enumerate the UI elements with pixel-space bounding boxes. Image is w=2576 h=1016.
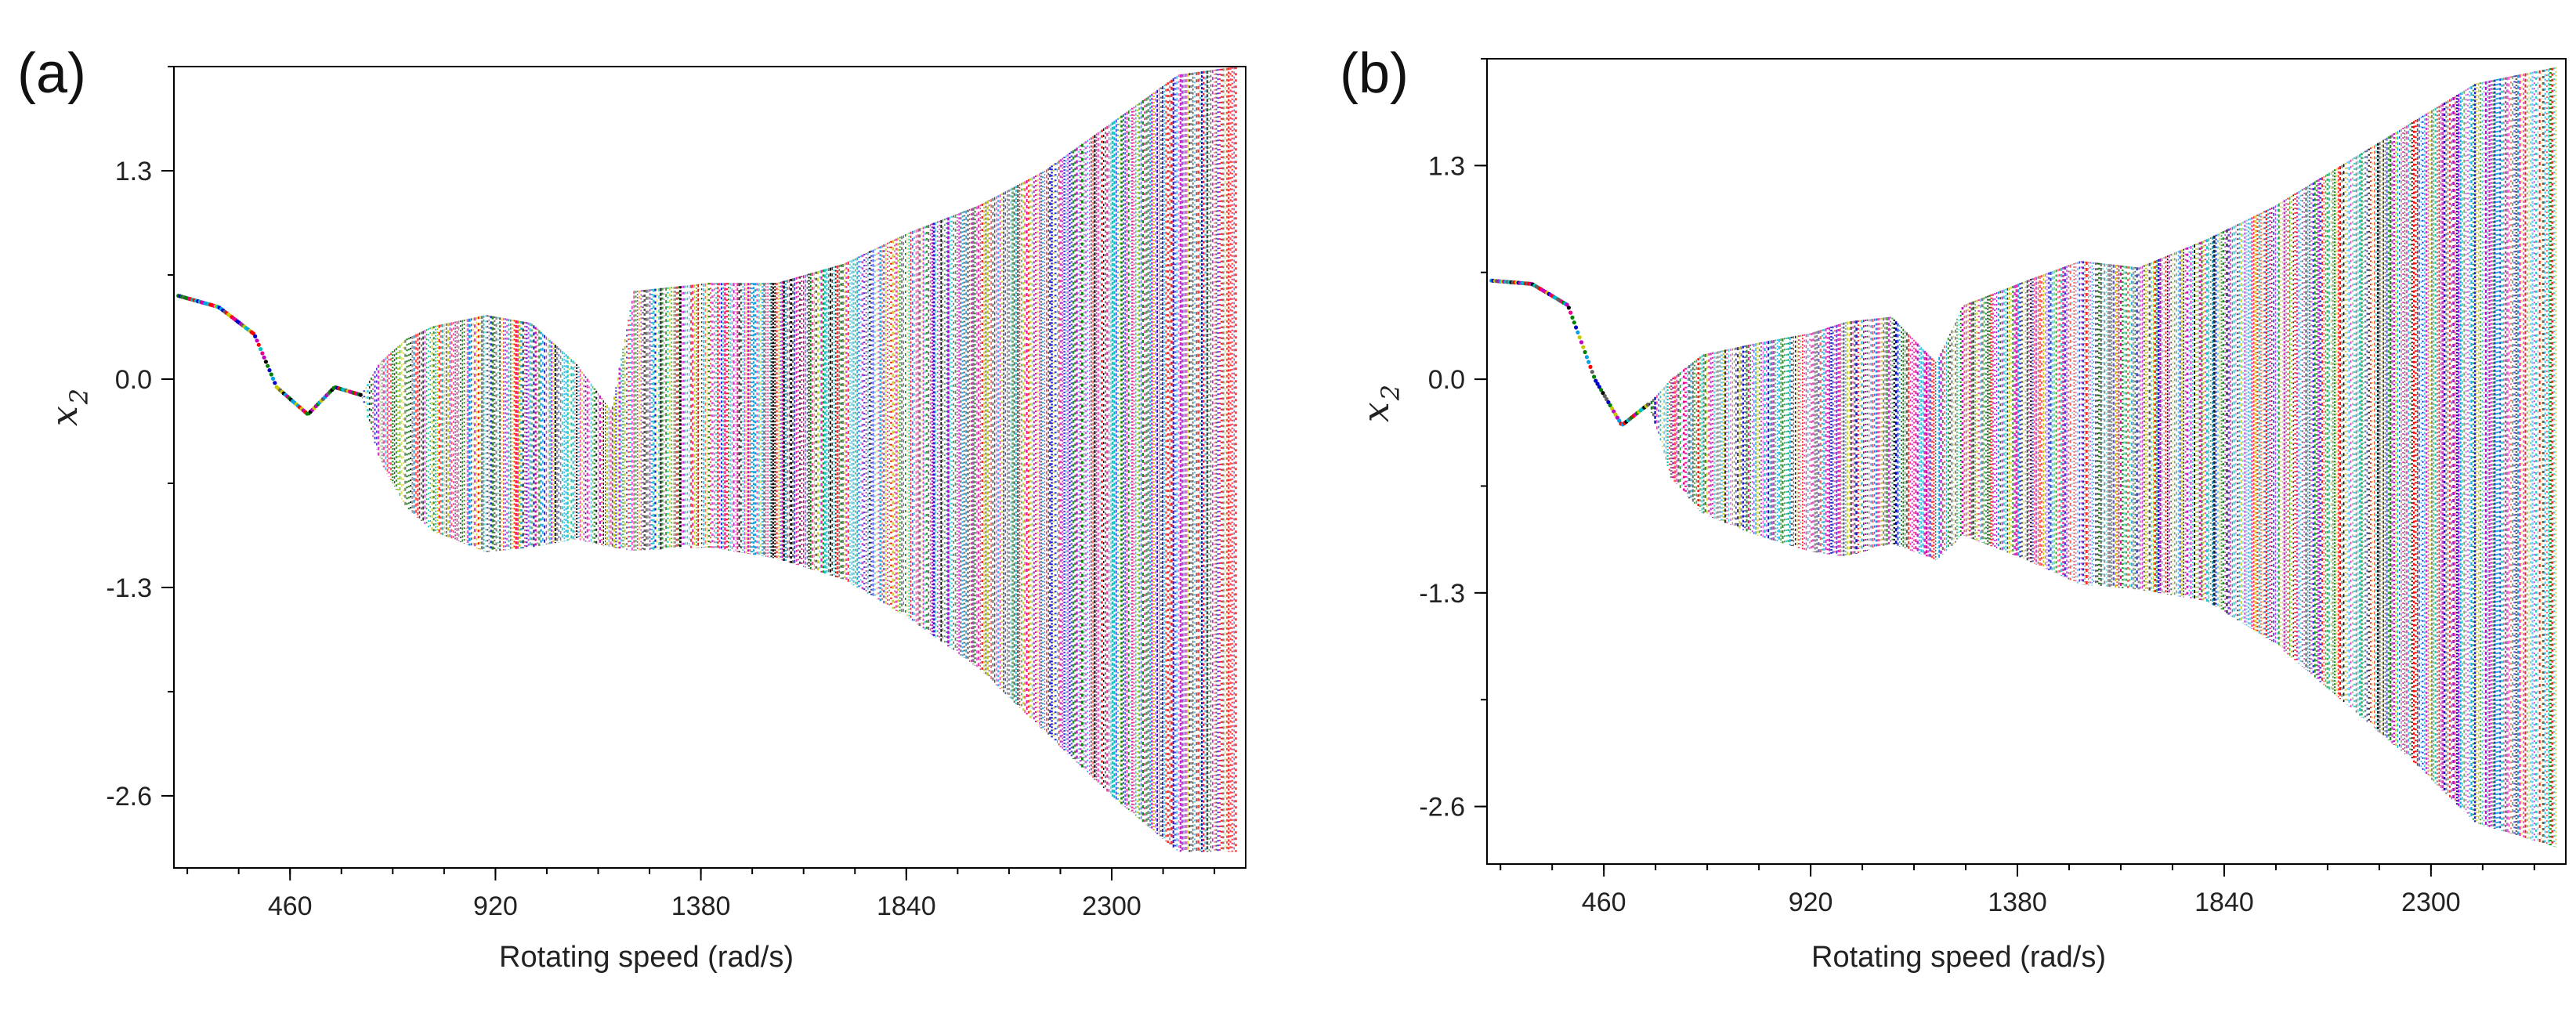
bifurcation-point	[1570, 315, 1575, 320]
x-tick-label: 920	[473, 891, 518, 921]
x-tick-label: 1840	[877, 891, 936, 921]
bifurcation-point	[255, 338, 259, 343]
bifurcation-point	[262, 355, 266, 360]
bifurcation-point	[1594, 378, 1598, 383]
bifurcation-point	[259, 347, 263, 352]
bifurcation-point	[1581, 345, 1586, 349]
bifurcation-point	[1579, 340, 1584, 345]
x-tick-label: 1380	[1988, 888, 2047, 917]
bifurcation-point	[1568, 310, 1573, 315]
panel-a-chart: (a) 460 920 1380 1840 2300 1.3 0.0 -1.3 -2.6 Rot…	[17, 42, 1246, 974]
y-tick-label: -2.6	[1419, 793, 1465, 823]
bifurcation-point	[1645, 402, 1650, 407]
bifurcation-point	[1577, 335, 1582, 340]
y-tick-label: -1.3	[106, 573, 152, 603]
y-tick-label: -2.6	[106, 782, 152, 812]
panel-b-label: (b)	[1340, 42, 1409, 105]
bifurcation-point	[1609, 406, 1615, 410]
bifurcation-point	[1595, 381, 1600, 386]
bifurcation-point	[260, 351, 265, 356]
x-tick-label: 920	[1789, 888, 1833, 917]
bifurcation-point	[1599, 388, 1604, 392]
bifurcation-point	[1572, 320, 1576, 325]
bifurcation-point	[1584, 355, 1589, 360]
y-tick-label: 1.3	[1428, 151, 1465, 181]
panel-b-y-axis-title: x2	[1355, 385, 1406, 422]
svg-text:x2: x2	[43, 389, 94, 426]
bifurcation-point	[1612, 409, 1616, 414]
panel-a-x-axis-title: Rotating speed (rad/s)	[499, 941, 794, 974]
bifurcation-point	[1617, 418, 1622, 423]
y-tick-label: 0.0	[1428, 365, 1465, 395]
bifurcation-point	[253, 334, 258, 338]
bifurcation-point	[1597, 385, 1601, 389]
bifurcation-point	[1588, 364, 1593, 369]
bifurcation-point	[1601, 391, 1605, 396]
bifurcation-point	[1566, 306, 1571, 310]
bifurcation-point	[1574, 325, 1579, 330]
x-tick-label: 2300	[1082, 891, 1141, 921]
bifurcation-point	[256, 342, 261, 347]
bifurcation-point	[1592, 374, 1597, 379]
svg-text:x2: x2	[1355, 385, 1406, 422]
bifurcation-point	[270, 376, 276, 381]
bifurcation-point	[1613, 412, 1618, 417]
y-tick-label: 1.3	[115, 157, 152, 186]
panel-a-y-axis-title: x2	[43, 389, 94, 426]
panel-a-axes: 460 920 1380 1840 2300 1.3 0.0 -1.3 -2.6	[106, 66, 1246, 921]
x-tick-label: 1840	[2194, 888, 2254, 917]
bifurcation-point	[1605, 397, 1609, 402]
bifurcation-point	[266, 363, 270, 368]
bifurcation-point	[1615, 415, 1619, 420]
bifurcation-point	[263, 360, 268, 364]
panel-b-data-cloud	[1489, 67, 2557, 848]
bifurcation-point	[1586, 360, 1591, 364]
panel-a-data-cloud	[176, 67, 1237, 852]
bifurcation-point	[358, 392, 363, 397]
x-tick-label: 460	[1582, 888, 1626, 917]
plot-frame	[1486, 58, 2567, 865]
x-tick-label: 1380	[671, 891, 731, 921]
bifurcation-point	[1608, 403, 1612, 408]
y-tick-label: -1.3	[1419, 579, 1465, 609]
panel-a-label: (a)	[17, 42, 86, 105]
bifurcation-point	[269, 372, 273, 377]
bifurcation-point	[1590, 370, 1594, 374]
plot-frame	[173, 66, 1246, 869]
panel-b-axes: 460 920 1380 1840 2300 1.3 0.0 -1.3 -2.6	[1419, 58, 2567, 917]
bifurcation-point	[1606, 400, 1611, 405]
x-tick-label: 2300	[2401, 888, 2461, 917]
bifurcation-point	[1583, 349, 1587, 355]
bifurcation-point	[1602, 394, 1607, 399]
bifurcation-point	[1565, 302, 1569, 307]
bifurcation-point	[273, 381, 277, 385]
bifurcation-point	[1576, 330, 1580, 334]
panel-b-x-axis-title: Rotating speed (rad/s)	[1811, 941, 2106, 974]
bifurcation-point	[267, 368, 272, 373]
y-tick-label: 0.0	[115, 365, 152, 395]
x-tick-label: 460	[268, 891, 313, 921]
panel-b-chart: (b) 460 920 1380 1840 2300 1.3 0.0 -1.3 -2.6 Rot…	[1340, 42, 2567, 974]
